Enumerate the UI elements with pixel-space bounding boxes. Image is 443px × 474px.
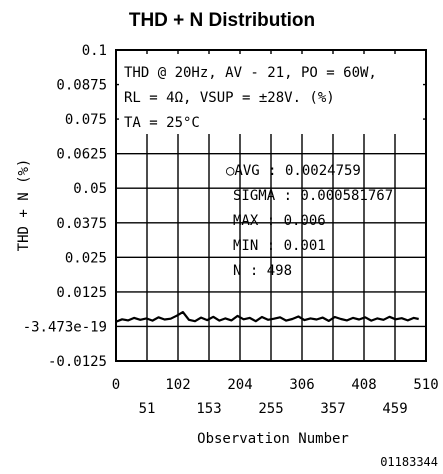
- chart-title: THD + N Distribution: [129, 10, 315, 31]
- x-tick-labels: 0 102 204 306 408 510 51 153 255 357 459: [112, 377, 439, 417]
- x-tick-label: 153: [196, 401, 221, 417]
- stat-max: MAX : 0.006: [233, 213, 326, 229]
- y-tick-label: 0.0375: [56, 216, 107, 232]
- x-tick-label: 306: [289, 377, 314, 393]
- x-tick-label: 0: [112, 377, 120, 393]
- conditions-line-3: TA = 25°C: [124, 115, 200, 131]
- y-tick-label: 0.075: [65, 112, 107, 128]
- y-tick-label: 0.05: [73, 181, 107, 197]
- conditions-box: [119, 54, 423, 134]
- y-tick-label: 0.025: [65, 250, 107, 266]
- x-tick-label: 204: [227, 377, 252, 393]
- plot-frame: [115, 49, 427, 362]
- y-tick-label: 0.0875: [56, 78, 107, 94]
- x-tick-label: 255: [258, 401, 283, 417]
- conditions-line-1: THD @ 20Hz, AV - 21, PO = 60W,: [124, 65, 377, 81]
- y-tick-label: -3.473e-19: [23, 319, 107, 335]
- y-axis-label: THD + N (%): [16, 159, 32, 252]
- figure-code: 01183344: [380, 455, 438, 469]
- y-tick-labels: 0.1 0.0875 0.075 0.0625 0.05 0.0375 0.025 0.012…: [23, 43, 107, 370]
- series-line: [116, 311, 419, 323]
- y-tick-label: 0.0625: [56, 147, 107, 163]
- x-tick-label: 102: [165, 377, 190, 393]
- stat-avg: ○AVG : 0.0024759: [226, 163, 361, 179]
- x-tick-label: 51: [139, 401, 156, 417]
- x-tick-label: 459: [382, 401, 407, 417]
- x-tick-label: 357: [320, 401, 345, 417]
- x-axis-label: Observation Number: [197, 431, 349, 447]
- stat-min: MIN : 0.001: [233, 238, 326, 254]
- y-tick-label: -0.0125: [48, 354, 107, 370]
- y-tick-label: 0.1: [82, 43, 107, 59]
- conditions-line-2: RL = 4Ω, VSUP = ±28V. (%): [124, 90, 335, 106]
- x-tick-label: 408: [351, 377, 376, 393]
- stat-sigma: SIGMA : 0.000581767: [233, 188, 393, 204]
- x-tick-label: 510: [413, 377, 438, 393]
- stat-n: N : 498: [233, 263, 292, 279]
- y-tick-label: 0.0125: [56, 285, 107, 301]
